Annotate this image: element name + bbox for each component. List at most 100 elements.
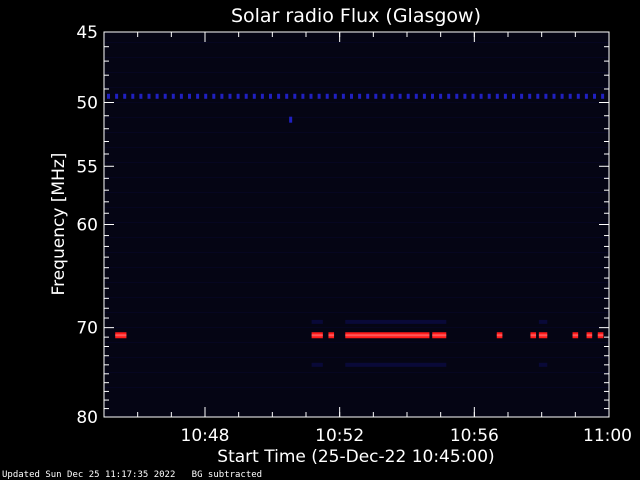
background-noise-row	[104, 117, 609, 118]
background-noise-row	[104, 297, 609, 298]
y-axis-label: Frequency [MHz]	[49, 153, 69, 296]
emission-dot-49-5mhz	[333, 93, 337, 99]
emission-dot-49-5mhz	[584, 93, 588, 99]
emission-dot-49-5mhz	[285, 93, 289, 99]
emission-dot-49-5mhz	[568, 93, 572, 99]
emission-dot-49-5mhz	[390, 93, 394, 99]
emission-dot-49-5mhz	[455, 93, 459, 99]
emission-spot	[289, 116, 293, 123]
emission-dot-49-5mhz	[422, 93, 426, 99]
background-noise-row	[104, 387, 609, 388]
emission-burst-core	[115, 334, 127, 337]
emission-dot-49-5mhz	[463, 93, 467, 99]
emission-burst-core	[496, 334, 503, 337]
background-noise-row	[104, 102, 609, 103]
x-tick-label: 10:52	[315, 426, 364, 446]
background-noise-row	[104, 312, 609, 313]
faint-emission-segment	[311, 319, 323, 324]
faint-emission-segment	[311, 362, 323, 367]
emission-dot-49-5mhz	[431, 93, 434, 99]
emission-dot-49-5mhz	[115, 93, 119, 99]
emission-dot-49-5mhz	[520, 93, 524, 99]
axes: 45 50 55 60 70 80 10:48 10:52 10:56 11:00	[76, 23, 632, 446]
faint-emission-segment	[345, 362, 447, 367]
background-noise-row	[104, 252, 609, 253]
y-tick-label: 80	[76, 408, 98, 428]
emission-dot-49-5mhz	[293, 93, 297, 99]
x-tick-label: 10:48	[181, 426, 230, 446]
background-noise-row	[104, 327, 609, 328]
background-noise-row	[104, 237, 609, 238]
emission-dot-49-5mhz	[220, 93, 224, 99]
emission-dot-49-5mhz	[374, 93, 378, 99]
emission-dot-49-5mhz	[131, 93, 135, 99]
emission-dot-49-5mhz	[495, 93, 499, 99]
background-noise-row	[104, 132, 609, 133]
emission-dot-49-5mhz	[576, 93, 580, 99]
emission-dot-49-5mhz	[204, 93, 208, 99]
x-tick-label: 10:56	[450, 426, 499, 446]
emission-dot-49-5mhz	[528, 93, 532, 99]
emission-burst-core	[538, 334, 548, 337]
background-noise-row	[104, 222, 609, 223]
emission-dot-49-5mhz	[560, 93, 564, 99]
background-noise-row	[104, 72, 609, 73]
emission-dot-49-5mhz	[544, 93, 548, 99]
emission-burst-core	[586, 334, 593, 337]
emission-dot-49-5mhz	[244, 93, 248, 99]
emission-dot-49-5mhz	[439, 93, 443, 99]
emission-burst-core	[572, 334, 579, 337]
background-noise-row	[104, 357, 609, 358]
emission-dot-49-5mhz	[179, 93, 183, 99]
updated-timestamp: Updated Sun Dec 25 11:17:35 2022	[2, 470, 176, 480]
background-noise-row	[104, 207, 609, 208]
background-noise-row	[104, 162, 609, 163]
background-noise-row	[104, 42, 609, 43]
emission-dot-49-5mhz	[382, 93, 386, 99]
emission-dot-49-5mhz	[301, 93, 305, 99]
background-noise-row	[104, 57, 609, 58]
emission-burst-core	[328, 334, 335, 337]
emission-dot-49-5mhz	[512, 93, 515, 99]
emission-dot-49-5mhz	[228, 93, 232, 99]
background-noise-row	[104, 177, 609, 178]
footer-status: Updated Sun Dec 25 11:17:35 2022 BG subt…	[2, 470, 262, 480]
emission-burst-core	[432, 334, 447, 337]
emission-dot-49-5mhz	[260, 93, 264, 99]
emission-dot-49-5mhz	[503, 93, 507, 99]
faint-emission-segment	[538, 319, 548, 324]
emission-dot-49-5mhz	[252, 93, 256, 99]
emission-dot-49-5mhz	[123, 93, 127, 99]
emission-dot-49-5mhz	[309, 93, 313, 99]
background-noise-row	[104, 267, 609, 268]
emission-dot-49-5mhz	[212, 93, 216, 99]
emission-dot-49-5mhz	[366, 93, 370, 99]
background-noise-row	[104, 282, 609, 283]
emission-dot-49-5mhz	[171, 93, 175, 99]
y-tick-label: 70	[76, 319, 98, 339]
emission-dot-49-5mhz	[593, 93, 596, 99]
emission-dot-49-5mhz	[139, 93, 143, 99]
y-tick-label: 50	[76, 94, 98, 114]
emission-dot-49-5mhz	[317, 93, 321, 99]
emission-dot-49-5mhz	[196, 93, 200, 99]
emission-dot-49-5mhz	[236, 93, 240, 99]
background-noise-row	[104, 192, 609, 193]
emission-dot-49-5mhz	[479, 93, 483, 99]
emission-dot-49-5mhz	[163, 93, 167, 99]
x-tick-label: 11:00	[583, 426, 632, 446]
y-tick-label: 45	[76, 23, 98, 43]
emission-dot-49-5mhz	[358, 93, 362, 99]
emission-dot-49-5mhz	[341, 93, 345, 99]
emission-dot-49-5mhz	[325, 93, 329, 99]
emission-dot-49-5mhz	[447, 93, 451, 99]
faint-emission-segment	[538, 362, 548, 367]
emission-burst-core	[311, 334, 323, 337]
emission-dot-49-5mhz	[536, 93, 540, 99]
chart-title: Solar radio Flux (Glasgow)	[231, 5, 481, 27]
emission-burst-core	[345, 334, 430, 337]
emission-dot-49-5mhz	[147, 93, 151, 99]
y-tick-label: 60	[76, 216, 98, 236]
